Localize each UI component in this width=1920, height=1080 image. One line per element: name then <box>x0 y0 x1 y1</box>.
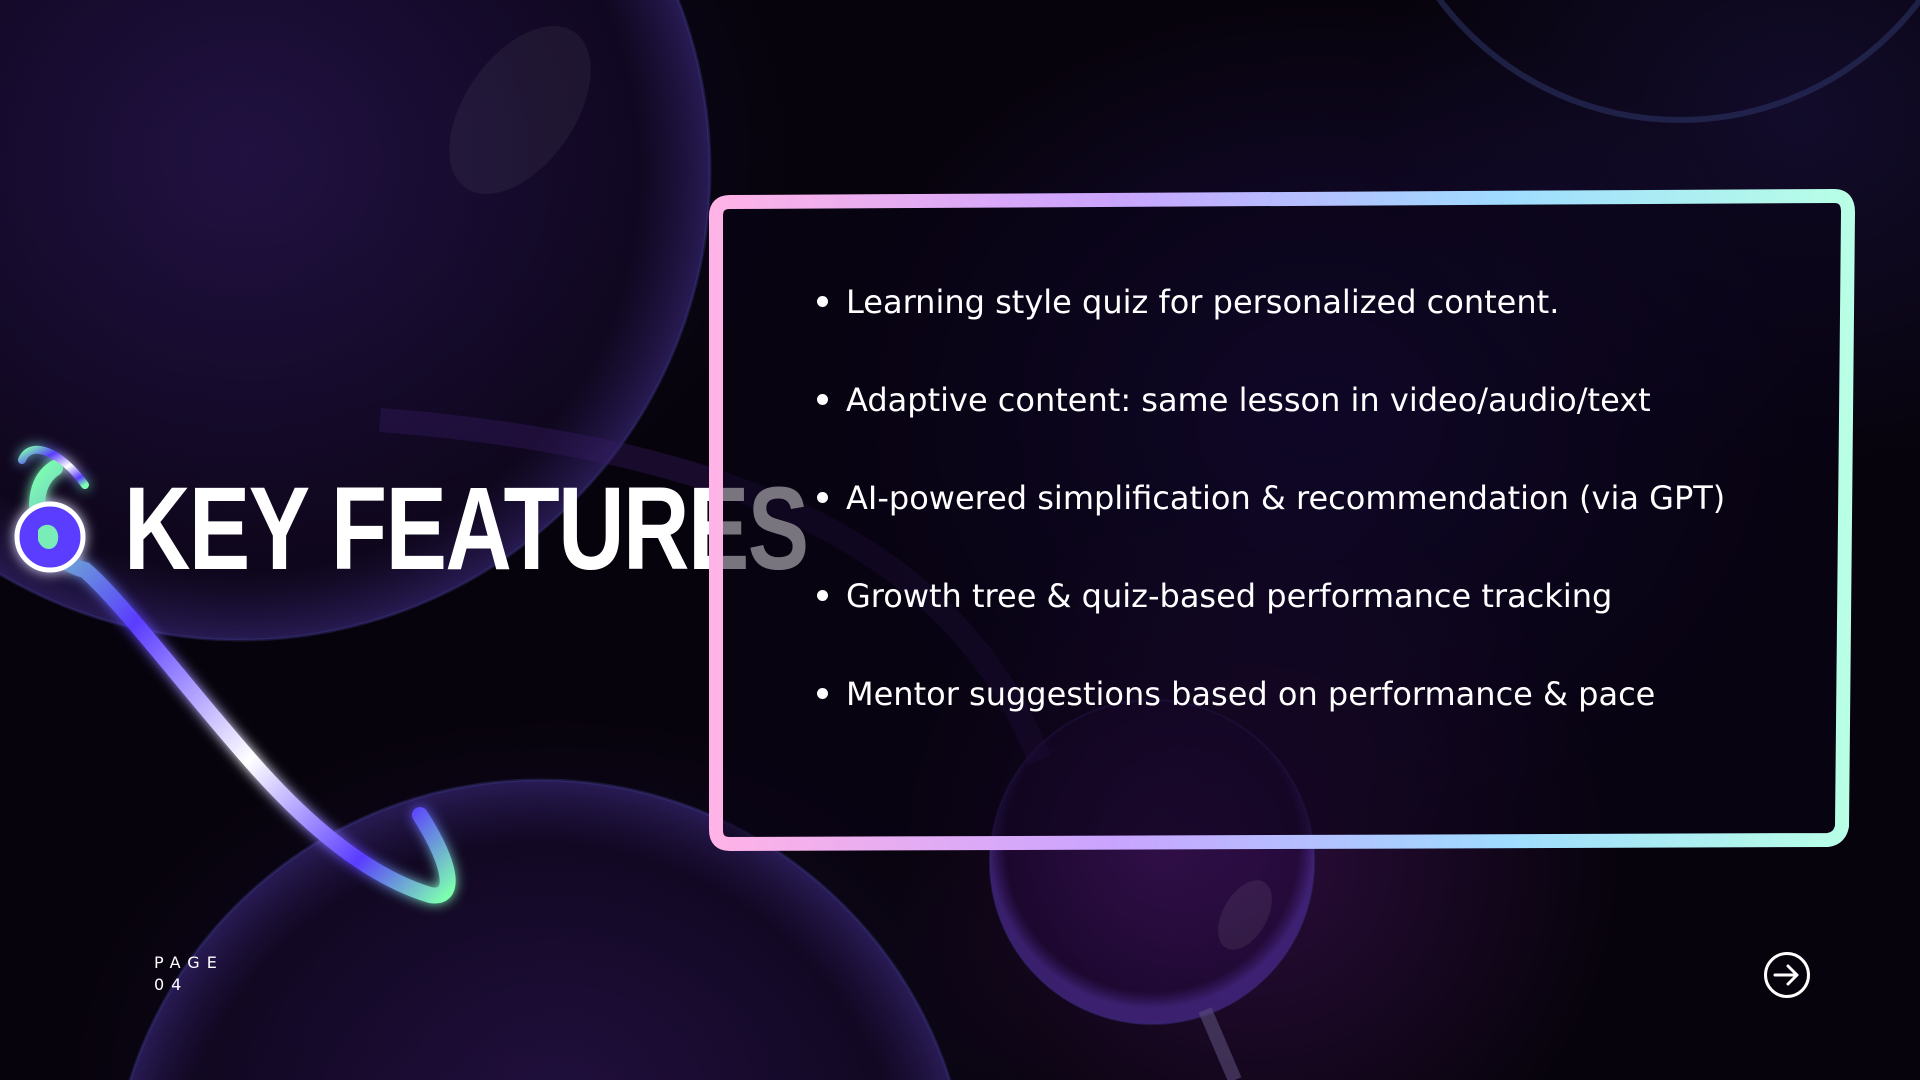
feature-text: AI-powered simplification & recommendati… <box>846 479 1726 517</box>
feature-text: Mentor suggestions based on performance … <box>846 675 1656 713</box>
bubble-top-right <box>1436 0 1920 123</box>
features-panel: Learning style quiz for personalized con… <box>709 189 1855 851</box>
list-item: Mentor suggestions based on performance … <box>817 672 1655 716</box>
bubble-stem <box>1198 1007 1242 1080</box>
feature-text: Adaptive content: same lesson in video/a… <box>846 381 1651 419</box>
orbit-ring <box>14 445 456 904</box>
bubble-highlight <box>449 26 591 194</box>
bubble-highlight-2 <box>1218 880 1272 950</box>
feature-text: Growth tree & quiz-based performance tra… <box>846 577 1613 615</box>
bubble-bottom-left <box>128 778 952 1080</box>
list-item: Adaptive content: same lesson in video/a… <box>817 378 1651 422</box>
bubble-top-left <box>0 0 712 642</box>
page-label-text: PAGE <box>154 953 224 972</box>
bullet-icon <box>817 393 828 405</box>
list-item: Learning style quiz for personalized con… <box>817 280 1559 324</box>
list-item: AI-powered simplification & recommendati… <box>817 476 1725 520</box>
bullet-icon <box>817 491 828 503</box>
gradient-frame <box>709 189 1855 851</box>
list-item: Growth tree & quiz-based performance tra… <box>817 574 1612 618</box>
bullet-icon <box>817 295 828 307</box>
arrow-right-circle-icon <box>1764 952 1810 998</box>
page-indicator: PAGE 04 <box>154 952 224 996</box>
slide-title: KEY FEATURES <box>124 463 809 595</box>
bullet-icon <box>817 687 828 699</box>
feature-text: Learning style quiz for personalized con… <box>846 283 1560 321</box>
page-number: 04 <box>154 975 189 994</box>
next-slide-button[interactable] <box>1763 951 1811 999</box>
bullet-icon <box>817 589 828 601</box>
